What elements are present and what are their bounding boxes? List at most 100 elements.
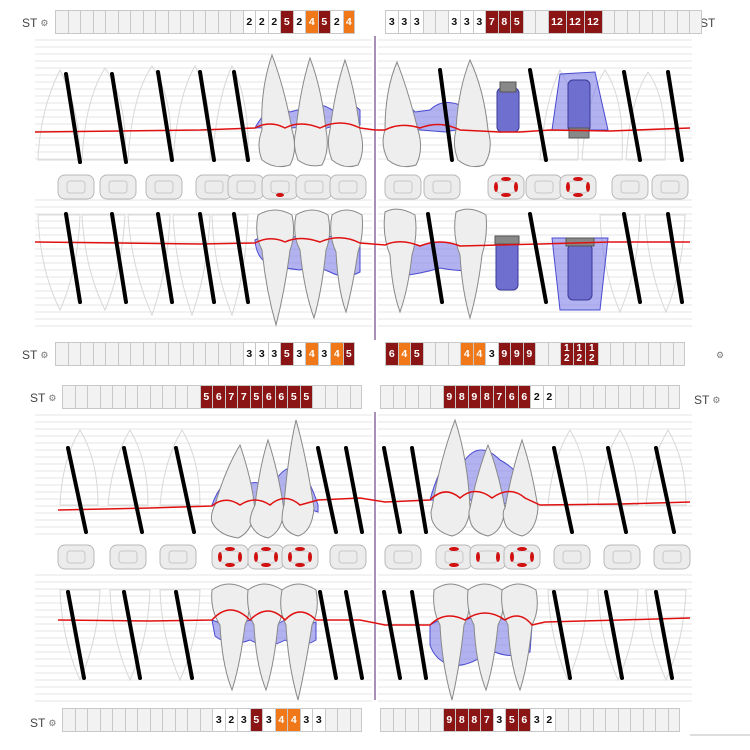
- probing-cell[interactable]: [187, 708, 200, 732]
- probing-cell[interactable]: [655, 385, 668, 409]
- probing-cell[interactable]: [130, 10, 143, 34]
- probing-cell[interactable]: [205, 342, 218, 366]
- probing-cell[interactable]: [601, 10, 614, 34]
- probing-cell[interactable]: [99, 385, 112, 409]
- probing-cell[interactable]: [642, 385, 655, 409]
- probing-cell[interactable]: [555, 385, 568, 409]
- st-label-mandible-top-right[interactable]: ST ⚙: [694, 393, 720, 407]
- probing-cell[interactable]: 5: [249, 385, 262, 409]
- occlusal-crown[interactable]: [553, 544, 591, 570]
- probing-cell[interactable]: [535, 10, 548, 34]
- gear-icon[interactable]: ⚙: [712, 394, 721, 405]
- probing-cell[interactable]: [87, 708, 100, 732]
- probing-cell[interactable]: [547, 342, 560, 366]
- probing-cell[interactable]: 9: [522, 342, 535, 366]
- probing-cell[interactable]: [192, 342, 205, 366]
- probing-cell[interactable]: 3: [212, 708, 225, 732]
- occlusal-crown[interactable]: [651, 174, 689, 200]
- probing-cell[interactable]: [567, 708, 580, 732]
- probing-cell[interactable]: [664, 10, 677, 34]
- probing-cell[interactable]: 7: [480, 708, 493, 732]
- probing-cell[interactable]: 3: [397, 10, 410, 34]
- probing-cell[interactable]: 6: [274, 385, 287, 409]
- probing-cell[interactable]: 9: [510, 342, 523, 366]
- probing-cell[interactable]: [630, 385, 643, 409]
- probing-cell[interactable]: [417, 385, 430, 409]
- probing-cell[interactable]: 9: [442, 385, 455, 409]
- probing-cell[interactable]: 4: [330, 342, 343, 366]
- probing-cell[interactable]: [447, 342, 460, 366]
- probing-cell[interactable]: [605, 708, 618, 732]
- probing-cell[interactable]: [605, 385, 618, 409]
- probing-cell[interactable]: 5: [249, 708, 262, 732]
- probing-cell[interactable]: [117, 342, 130, 366]
- probing-cell[interactable]: [380, 385, 393, 409]
- probing-cell[interactable]: 4: [305, 10, 318, 34]
- probing-cell[interactable]: [62, 385, 75, 409]
- probing-cell[interactable]: [174, 385, 187, 409]
- gear-icon[interactable]: ⚙: [48, 392, 57, 403]
- occlusal-crown[interactable]: [559, 174, 597, 200]
- probing-cell[interactable]: 8: [497, 10, 510, 34]
- probing-cell[interactable]: [187, 385, 200, 409]
- gear-icon[interactable]: ⚙: [716, 350, 725, 360]
- probing-cell[interactable]: [422, 10, 435, 34]
- probing-cell[interactable]: [105, 10, 118, 34]
- probing-cell[interactable]: 3: [237, 708, 250, 732]
- probing-cell[interactable]: 8: [455, 708, 468, 732]
- probing-cell[interactable]: [422, 342, 435, 366]
- probing-cell[interactable]: [617, 708, 630, 732]
- probing-cell[interactable]: 3: [530, 708, 543, 732]
- probing-cell[interactable]: [522, 10, 535, 34]
- probing-cell[interactable]: [337, 708, 350, 732]
- probing-cell[interactable]: [630, 708, 643, 732]
- st-label-mandible-top[interactable]: ST ⚙: [30, 391, 56, 405]
- probing-cell[interactable]: [67, 342, 80, 366]
- probing-cell[interactable]: 12: [547, 10, 566, 34]
- probing-cell[interactable]: 4: [287, 708, 300, 732]
- probing-cell[interactable]: [62, 708, 75, 732]
- probing-cell[interactable]: 3: [262, 708, 275, 732]
- probing-cell[interactable]: [142, 10, 155, 34]
- probing-cell[interactable]: 5: [280, 342, 293, 366]
- probing-cell[interactable]: 3: [447, 10, 460, 34]
- probing-cell[interactable]: [647, 342, 660, 366]
- probing-cell[interactable]: 2: [292, 10, 305, 34]
- probing-cell[interactable]: 7: [485, 10, 498, 34]
- probing-cell[interactable]: 8: [467, 708, 480, 732]
- probing-cell[interactable]: 3: [267, 342, 280, 366]
- probing-cell[interactable]: 4: [460, 342, 473, 366]
- occlusal-crown[interactable]: [653, 544, 691, 570]
- gear-icon[interactable]: ⚙: [40, 17, 49, 28]
- probing-cell[interactable]: 3: [410, 10, 423, 34]
- probing-cell[interactable]: [124, 708, 137, 732]
- probing-cell[interactable]: [55, 10, 68, 34]
- probing-cell[interactable]: 3: [460, 10, 473, 34]
- probing-cell[interactable]: [614, 10, 627, 34]
- probing-cell[interactable]: [217, 342, 230, 366]
- probing-cell[interactable]: [667, 708, 680, 732]
- probing-cell[interactable]: [149, 385, 162, 409]
- probing-cell[interactable]: [626, 10, 639, 34]
- probing-cell[interactable]: [622, 342, 635, 366]
- probing-cell[interactable]: [580, 385, 593, 409]
- probing-cell[interactable]: [162, 385, 175, 409]
- probing-cell[interactable]: 2: [330, 10, 343, 34]
- probing-cell[interactable]: 9: [467, 385, 480, 409]
- probing-cell[interactable]: 6: [212, 385, 225, 409]
- probing-cell[interactable]: [155, 342, 168, 366]
- probing-cell[interactable]: 2: [267, 10, 280, 34]
- probing-cell[interactable]: [99, 708, 112, 732]
- probing-cell[interactable]: 3: [292, 342, 305, 366]
- probing-cell[interactable]: 4: [342, 10, 355, 34]
- occlusal-crown[interactable]: [611, 174, 649, 200]
- probing-cell[interactable]: [655, 708, 668, 732]
- probing-cell[interactable]: [74, 385, 87, 409]
- probing-cell[interactable]: 4: [305, 342, 318, 366]
- probing-cell[interactable]: [349, 708, 362, 732]
- probing-cell[interactable]: 12: [583, 10, 602, 34]
- st-label-maxilla-bottom[interactable]: ST ⚙: [22, 348, 48, 362]
